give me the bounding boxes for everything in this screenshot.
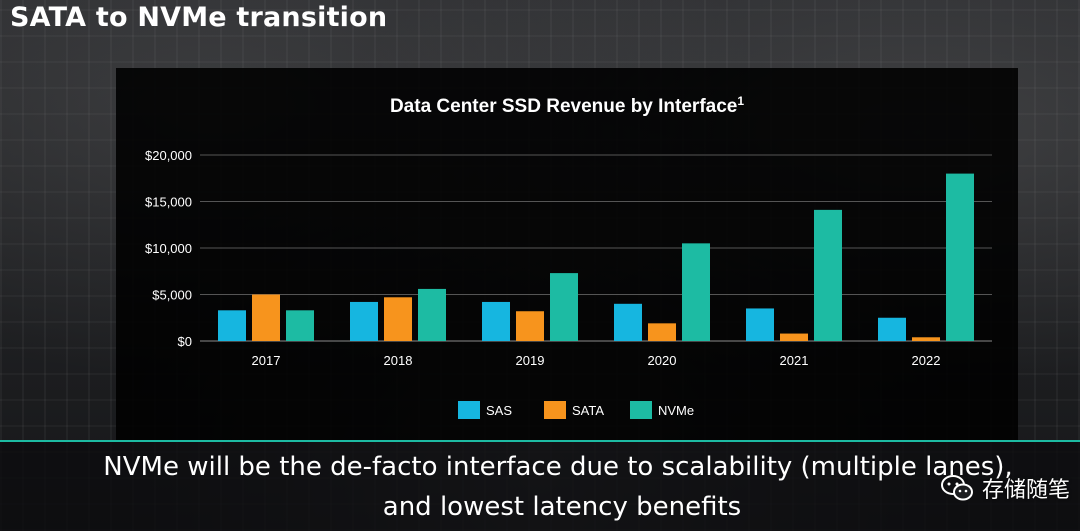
- legend-swatch-nvme: [630, 401, 652, 419]
- chart-title: Data Center SSD Revenue by Interface1: [390, 94, 744, 117]
- x-axis-labels: 2017 2018 2019 2020 2021 2022: [252, 353, 941, 368]
- bar-sata-2022: [912, 337, 940, 341]
- bar-sas-2022: [878, 317, 906, 341]
- wechat-icon: [940, 475, 973, 501]
- watermark-text: 存储随笔: [981, 478, 1070, 503]
- footer-band: [0, 442, 1080, 531]
- bar-sas-2017: [218, 310, 246, 341]
- bar-nvme-2017: [286, 310, 314, 341]
- bar-nvme-2022: [946, 173, 974, 341]
- x-tick-label: 2018: [384, 353, 413, 368]
- accent-divider: [0, 440, 1080, 442]
- y-tick-label: $0: [178, 334, 192, 349]
- bar-nvme-2018: [418, 288, 446, 341]
- legend-label-sata: SATA: [572, 403, 604, 418]
- bar-nvme-2020: [682, 243, 710, 341]
- legend-label-sas: SAS: [486, 403, 512, 418]
- x-tick-label: 2017: [252, 353, 281, 368]
- chart-title-text: Data Center SSD Revenue by Interface: [390, 96, 737, 117]
- bar-sata-2017: [252, 294, 280, 341]
- page-title: SATA to NVMe transition: [10, 2, 388, 33]
- footer-text-line-1: NVMe will be the de-facto interface due …: [103, 452, 1013, 482]
- x-tick-label: 2019: [516, 353, 545, 368]
- revenue-bar-chart: Data Center SSD Revenue by Interface1 $0…: [145, 94, 992, 419]
- bar-sas-2018: [350, 301, 378, 341]
- bar-sata-2021: [780, 333, 808, 341]
- bar-sas-2019: [482, 301, 510, 341]
- y-tick-label: $10,000: [145, 241, 192, 256]
- bar-sata-2019: [516, 311, 544, 341]
- bar-sata-2020: [648, 323, 676, 341]
- x-tick-label: 2020: [648, 353, 677, 368]
- legend-label-nvme: NVMe: [658, 403, 694, 418]
- chart-panel: Data Center SSD Revenue by Interface1 $0…: [116, 68, 1018, 440]
- watermark: 存储随笔: [940, 472, 1070, 504]
- bars: [218, 173, 974, 341]
- y-tick-label: $5,000: [152, 288, 192, 303]
- grid-lines: [200, 154, 992, 342]
- bar-sata-2018: [384, 297, 412, 341]
- bar-nvme-2019: [550, 273, 578, 341]
- bar-sas-2021: [746, 308, 774, 341]
- y-axis-labels: $0 $5,000 $10,000 $15,000 $20,000: [145, 148, 192, 349]
- chart-title-superscript: 1: [737, 94, 744, 108]
- x-tick-label: 2022: [912, 353, 941, 368]
- legend-swatch-sas: [458, 401, 480, 419]
- bar-sas-2020: [614, 303, 642, 341]
- legend: SAS SATA NVMe: [458, 401, 694, 419]
- y-tick-label: $20,000: [145, 148, 192, 163]
- x-tick-label: 2021: [780, 353, 809, 368]
- footer-text-line-2: and lowest latency benefits: [382, 492, 742, 522]
- y-tick-label: $15,000: [145, 195, 192, 210]
- legend-swatch-sata: [544, 401, 566, 419]
- bar-nvme-2021: [814, 209, 842, 341]
